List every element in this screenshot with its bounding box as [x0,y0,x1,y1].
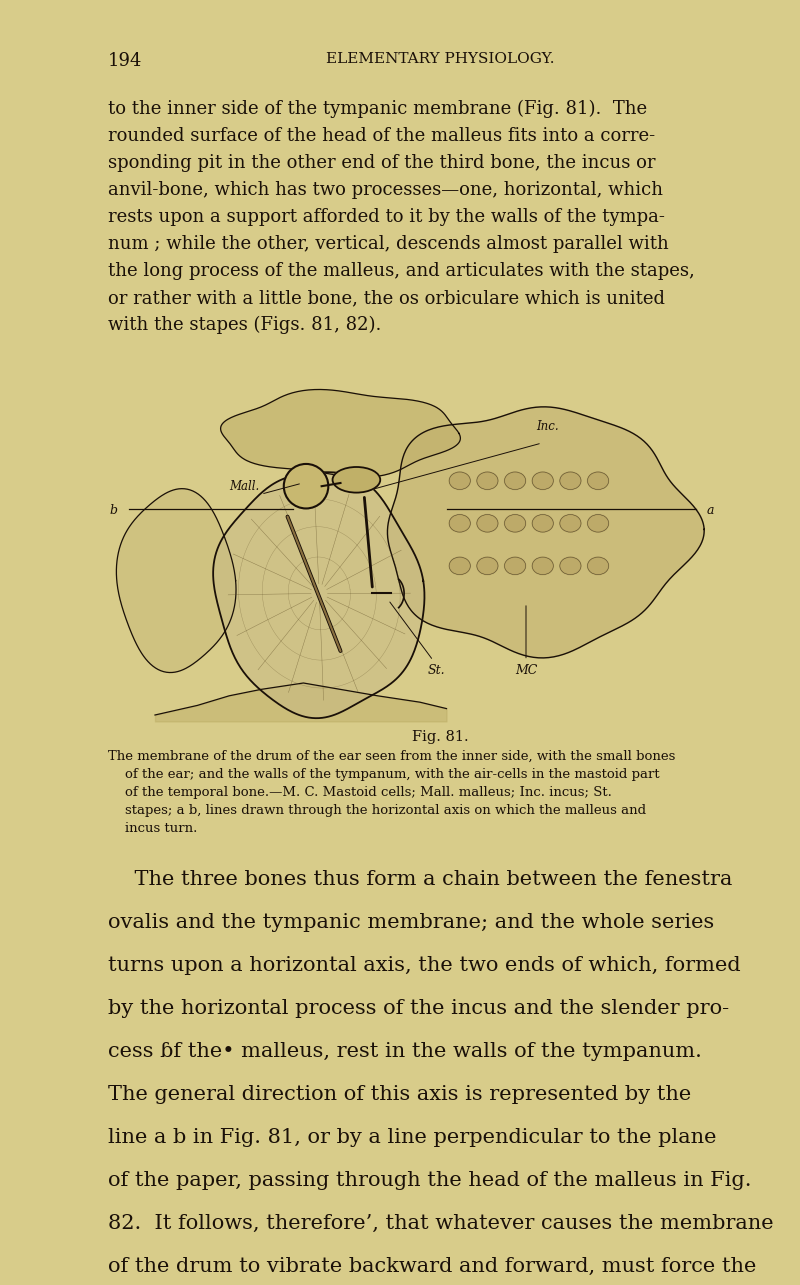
Ellipse shape [505,514,526,532]
Text: cess ɓf the• malleus, rest in the walls of the tympanum.: cess ɓf the• malleus, rest in the walls … [108,1042,702,1061]
Text: 82.  It follows, therefore’, that whatever causes the membrane: 82. It follows, therefore’, that whateve… [108,1214,774,1234]
Text: turns upon a horizontal axis, the two ends of which, formed: turns upon a horizontal axis, the two en… [108,956,741,975]
Circle shape [284,464,328,509]
Text: a: a [706,504,714,517]
Ellipse shape [449,558,470,574]
Ellipse shape [505,558,526,574]
Text: The three bones thus form a chain between the fenestra: The three bones thus form a chain betwee… [108,870,732,889]
Ellipse shape [505,472,526,490]
Ellipse shape [560,472,581,490]
Text: MC: MC [515,664,538,677]
Text: The general direction of this axis is represented by the: The general direction of this axis is re… [108,1085,691,1104]
Text: ovalis and the tympanic membrane; and the whole series: ovalis and the tympanic membrane; and th… [108,914,714,932]
Ellipse shape [477,472,498,490]
Text: or rather with a little bone, the os orbiculare which is united: or rather with a little bone, the os orb… [108,289,665,307]
Polygon shape [387,407,704,658]
Ellipse shape [560,558,581,574]
Ellipse shape [477,558,498,574]
Text: b: b [110,504,118,517]
Ellipse shape [587,514,609,532]
Text: stapes; a b, lines drawn through the horizontal axis on which the malleus and: stapes; a b, lines drawn through the hor… [108,804,646,817]
Text: of the temporal bone.—M. C. Mastoid cells; Mall. malleus; Inc. incus; St.: of the temporal bone.—M. C. Mastoid cell… [108,786,612,799]
Polygon shape [221,389,461,477]
Polygon shape [213,472,425,718]
Text: by the horizontal process of the incus and the slender pro-: by the horizontal process of the incus a… [108,998,729,1018]
Text: to the inner side of the tympanic membrane (Fig. 81).  The: to the inner side of the tympanic membra… [108,100,647,118]
Ellipse shape [333,466,380,492]
Text: sponding pit in the other end of the third bone, the incus or: sponding pit in the other end of the thi… [108,154,655,172]
Ellipse shape [532,472,554,490]
Polygon shape [116,488,236,672]
Text: of the ear; and the walls of the tympanum, with the air-cells in the mastoid par: of the ear; and the walls of the tympanu… [108,768,660,781]
Ellipse shape [587,472,609,490]
Text: num ; while the other, vertical, descends almost parallel with: num ; while the other, vertical, descend… [108,235,669,253]
Text: ELEMENTARY PHYSIOLOGY.: ELEMENTARY PHYSIOLOGY. [326,51,554,66]
Text: Mall.: Mall. [229,479,259,492]
Text: The membrane of the drum of the ear seen from the inner side, with the small bon: The membrane of the drum of the ear seen… [108,750,675,763]
Ellipse shape [477,514,498,532]
Text: rounded surface of the head of the malleus fits into a corre-: rounded surface of the head of the malle… [108,127,655,145]
Text: anvil-bone, which has two processes—one, horizontal, which: anvil-bone, which has two processes—one,… [108,181,663,199]
Text: Inc.: Inc. [537,420,559,433]
Ellipse shape [560,514,581,532]
Ellipse shape [449,472,470,490]
Ellipse shape [587,558,609,574]
Text: with the stapes (Figs. 81, 82).: with the stapes (Figs. 81, 82). [108,316,382,334]
Text: line a b in Fig. 81, or by a line perpendicular to the plane: line a b in Fig. 81, or by a line perpen… [108,1128,717,1148]
Text: of the drum to vibrate backward and forward, must force the: of the drum to vibrate backward and forw… [108,1257,756,1276]
Text: of the paper, passing through the head of the malleus in Fig.: of the paper, passing through the head o… [108,1171,751,1190]
Ellipse shape [449,514,470,532]
Text: St.: St. [428,664,446,677]
Text: rests upon a support afforded to it by the walls of the tympa-: rests upon a support afforded to it by t… [108,208,665,226]
Text: the long process of the malleus, and articulates with the stapes,: the long process of the malleus, and art… [108,262,694,280]
Text: 194: 194 [108,51,142,69]
Ellipse shape [532,514,554,532]
Text: incus turn.: incus turn. [108,822,198,835]
Ellipse shape [532,558,554,574]
Text: Fig. 81.: Fig. 81. [412,730,468,744]
